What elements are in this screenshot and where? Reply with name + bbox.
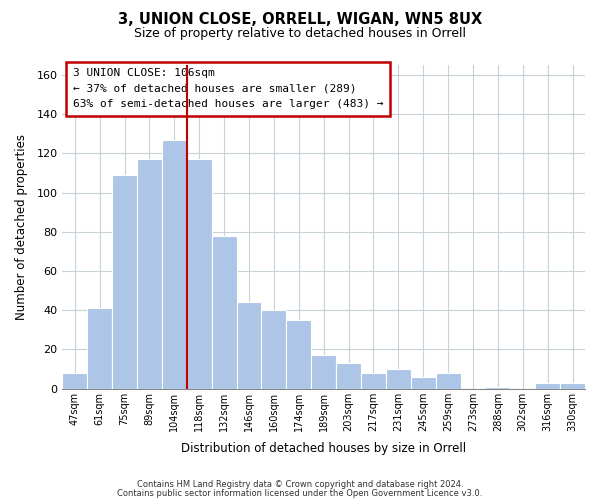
- Bar: [436, 373, 461, 388]
- Bar: [162, 140, 187, 388]
- Bar: [560, 383, 585, 388]
- Y-axis label: Number of detached properties: Number of detached properties: [15, 134, 28, 320]
- Bar: [187, 159, 212, 388]
- Bar: [361, 373, 386, 388]
- Bar: [311, 356, 336, 388]
- Bar: [485, 387, 511, 388]
- X-axis label: Distribution of detached houses by size in Orrell: Distribution of detached houses by size …: [181, 442, 466, 455]
- Bar: [336, 363, 361, 388]
- Bar: [212, 236, 236, 388]
- Text: Contains public sector information licensed under the Open Government Licence v3: Contains public sector information licen…: [118, 488, 482, 498]
- Bar: [236, 302, 262, 388]
- Bar: [137, 159, 162, 388]
- Text: Size of property relative to detached houses in Orrell: Size of property relative to detached ho…: [134, 28, 466, 40]
- Bar: [535, 383, 560, 388]
- Bar: [286, 320, 311, 388]
- Bar: [112, 175, 137, 388]
- Text: 3, UNION CLOSE, ORRELL, WIGAN, WN5 8UX: 3, UNION CLOSE, ORRELL, WIGAN, WN5 8UX: [118, 12, 482, 28]
- Bar: [87, 308, 112, 388]
- Text: 3 UNION CLOSE: 106sqm
← 37% of detached houses are smaller (289)
63% of semi-det: 3 UNION CLOSE: 106sqm ← 37% of detached …: [73, 68, 383, 110]
- Bar: [62, 373, 87, 388]
- Bar: [262, 310, 286, 388]
- Bar: [386, 369, 411, 388]
- Text: Contains HM Land Registry data © Crown copyright and database right 2024.: Contains HM Land Registry data © Crown c…: [137, 480, 463, 489]
- Bar: [411, 377, 436, 388]
